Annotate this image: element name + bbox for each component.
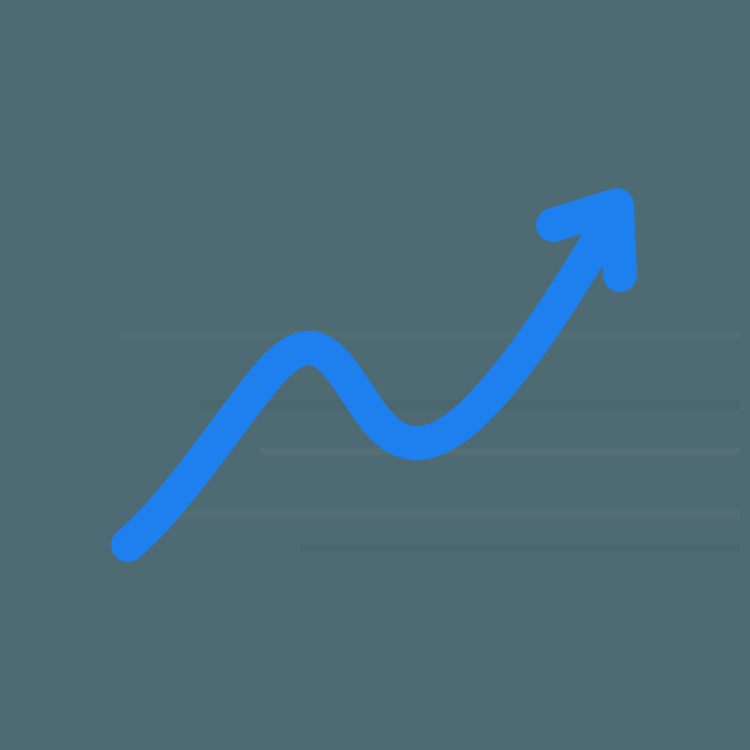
trend-up-arrow-icon (111, 188, 637, 562)
trend-line (111, 195, 632, 562)
background-band (120, 330, 740, 338)
background-band (300, 545, 740, 551)
background-band (260, 448, 740, 455)
background-band (150, 510, 740, 519)
arrow-head (536, 188, 637, 292)
